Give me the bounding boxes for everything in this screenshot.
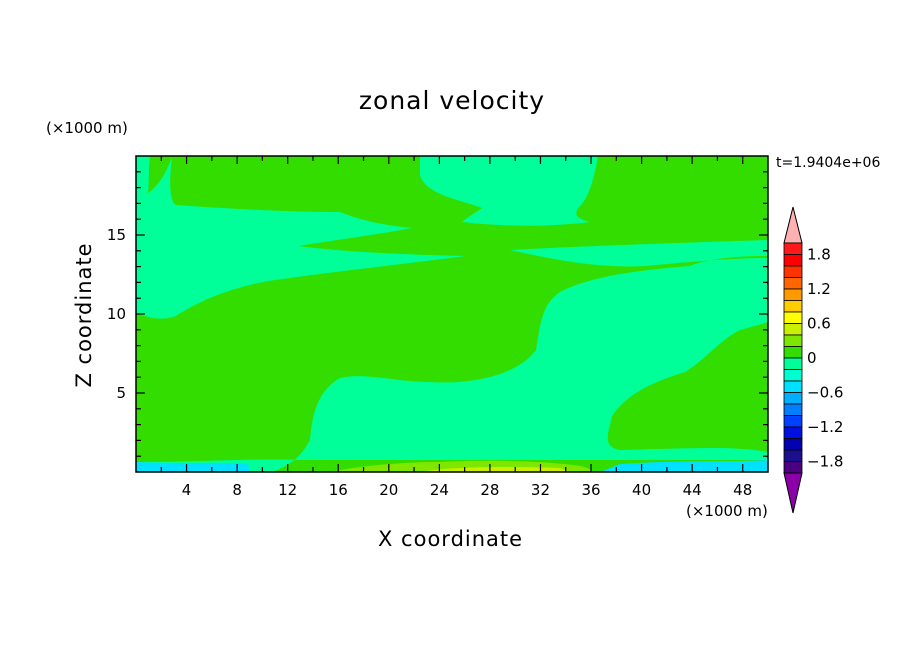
y-axis-unit: (×1000 m) <box>46 119 128 137</box>
colorbar-swatch <box>783 277 803 290</box>
contour-fill-thin-band <box>136 250 170 254</box>
chart-title: zonal velocity <box>358 86 546 115</box>
colorbar-swatch <box>783 357 803 370</box>
colorbar-tick-label: 0.6 <box>807 315 831 333</box>
x-tick-label: 16 <box>329 481 348 499</box>
x-tick-label: 4 <box>182 481 192 499</box>
contour-fill-left-strip <box>136 156 150 232</box>
x-tick-label: 24 <box>430 481 449 499</box>
y-axis-ticks: 5 10 15 <box>107 171 768 457</box>
colorbar-swatch <box>783 369 803 382</box>
colorbar-swatch <box>783 449 803 462</box>
x-axis-label: X coordinate <box>378 527 524 551</box>
contour-fill-upper-negative-3 <box>136 240 768 472</box>
x-tick-label: 32 <box>531 481 550 499</box>
colorbar-swatch <box>783 288 803 301</box>
y-tick-label: 10 <box>107 305 126 323</box>
y-tick-label: 5 <box>116 384 126 402</box>
colorbar-swatch <box>783 392 803 405</box>
x-tick-label: 28 <box>480 481 499 499</box>
x-axis-unit: (×1000 m) <box>686 502 768 520</box>
colorbar-tick-label: 1.2 <box>807 280 831 298</box>
colorbar-swatch <box>783 346 803 359</box>
colorbar-swatch <box>783 265 803 278</box>
colorbar-swatch <box>783 415 803 428</box>
colorbar-swatch <box>783 254 803 267</box>
x-tick-label: 44 <box>683 481 702 499</box>
colorbar-swatch <box>783 438 803 451</box>
colorbar-swatch <box>783 380 803 393</box>
colorbar-swatch <box>783 403 803 416</box>
x-tick-label: 48 <box>733 481 752 499</box>
colorbar-swatch <box>783 426 803 439</box>
contour-fill-top-green <box>170 156 340 212</box>
colorbar-swatch <box>783 300 803 313</box>
x-tick-label: 8 <box>232 481 242 499</box>
colorbar-swatch <box>783 242 803 255</box>
contour-fill-bottom-yellow <box>420 467 570 472</box>
colorbar-tick-label: −1.2 <box>807 418 843 436</box>
colorbar-swatch <box>783 323 803 336</box>
y-tick-label: 15 <box>107 226 126 244</box>
colorbar-over-triangle <box>783 206 803 244</box>
colorbar-tick-label: −1.8 <box>807 453 843 471</box>
colorbar-swatch <box>783 311 803 324</box>
x-tick-label: 36 <box>581 481 600 499</box>
x-tick-label: 12 <box>278 481 297 499</box>
contour-fill-bottom-cyan <box>136 462 250 472</box>
contour-fill-upper-negative-2 <box>420 156 598 226</box>
contour-plot-area <box>136 156 768 472</box>
colorbar-tick-label: 0 <box>807 349 817 367</box>
x-axis-ticks: 4 8 12 16 20 24 28 32 36 40 44 48 <box>160 156 752 499</box>
time-label: t=1.9404e+06 <box>776 155 881 171</box>
x-tick-label: 40 <box>632 481 651 499</box>
colorbar-swatch <box>783 334 803 347</box>
colorbar-swatch <box>783 461 803 474</box>
colorbar-tick-label: −0.6 <box>807 384 843 402</box>
colorbar-under-triangle <box>783 472 803 514</box>
colorbar: −1.8 −1.2 −0.6 0 0.6 1.2 1.8 <box>783 206 843 514</box>
colorbar-tick-label: 1.8 <box>807 246 831 264</box>
x-tick-label: 20 <box>379 481 398 499</box>
